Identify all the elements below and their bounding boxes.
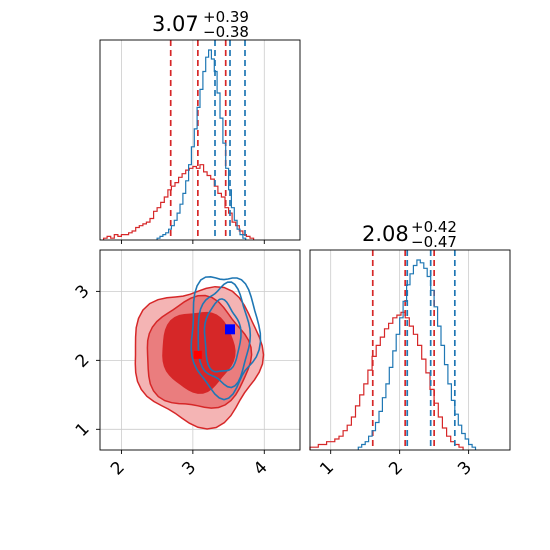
right-x-tick: 3 bbox=[454, 458, 476, 480]
contour-x-tick: 3 bbox=[178, 458, 200, 480]
right-panel-title: 2.08 +0.42 −0.47 bbox=[362, 218, 457, 251]
top-panel-frame bbox=[99, 39, 301, 241]
top-title-plus: +0.39 bbox=[203, 8, 249, 26]
contour-panel-frame bbox=[99, 249, 301, 451]
red-point-marker bbox=[193, 350, 202, 359]
right-title-value: 2.08 bbox=[362, 222, 409, 246]
blue-point-marker bbox=[225, 324, 235, 335]
right-hist-series-0 bbox=[309, 311, 464, 450]
blue-contour-outer bbox=[190, 275, 262, 401]
contour-y-tick-labels: 1 2 3 bbox=[72, 281, 100, 441]
right-x-tick: 2 bbox=[385, 458, 407, 480]
blue-contour-middle bbox=[197, 281, 252, 389]
right-x-tick-labels: 1 2 3 bbox=[316, 450, 476, 479]
blue-contour-inner bbox=[203, 298, 242, 373]
right-panel-frame bbox=[309, 249, 511, 451]
contour-x-tick: 4 bbox=[250, 458, 272, 480]
top-hist-series-0 bbox=[103, 164, 255, 240]
top-title-minus: −0.38 bbox=[203, 23, 249, 41]
contour-x-tick: 2 bbox=[107, 458, 129, 480]
contour-y-tick: 3 bbox=[72, 281, 94, 303]
right-marginal-histogram bbox=[309, 249, 511, 451]
contour-y-tick: 1 bbox=[72, 419, 94, 441]
top-hist-series-1 bbox=[156, 49, 247, 240]
top-marginal-histogram bbox=[99, 39, 301, 244]
right-title-minus: −0.47 bbox=[411, 233, 457, 251]
right-hist-series-1 bbox=[357, 259, 477, 450]
top-panel-title: 3.07 +0.39 −0.38 bbox=[152, 8, 249, 41]
contour-y-tick: 2 bbox=[72, 350, 94, 372]
right-x-tick: 1 bbox=[316, 458, 338, 480]
joint-contour-panel bbox=[99, 249, 301, 451]
right-title-plus: +0.42 bbox=[411, 218, 457, 236]
contour-x-tick-labels: 2 3 4 bbox=[107, 450, 272, 479]
top-title-value: 3.07 bbox=[152, 12, 199, 36]
